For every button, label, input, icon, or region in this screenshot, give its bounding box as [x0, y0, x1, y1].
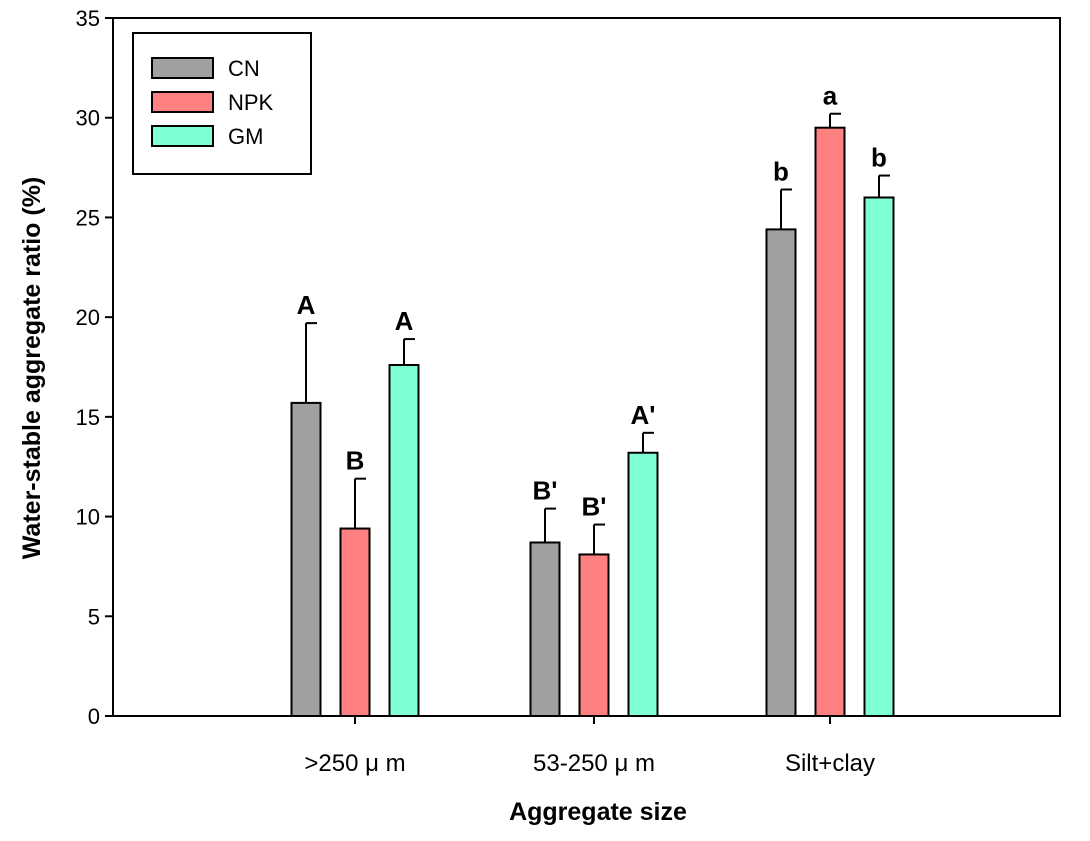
legend-label: NPK: [228, 90, 274, 115]
significance-letter: A: [297, 290, 316, 320]
bars-layer: A B' b B B' a A A' b: [290, 81, 895, 718]
bar: [578, 553, 610, 717]
x-tick-label: 53-250 μ m: [533, 750, 655, 777]
significance-letter: A': [631, 400, 656, 430]
legend-label: GM: [228, 124, 263, 149]
legend-swatch: [151, 91, 214, 113]
significance-letter: b: [871, 143, 887, 173]
y-tick-label: 15: [76, 405, 100, 430]
y-tick-label: 35: [76, 6, 100, 31]
y-axis: 0 5 10 15 20 25 30 35: [76, 6, 113, 729]
bar: [814, 126, 846, 717]
y-tick-label: 10: [76, 505, 100, 530]
significance-letter: B': [582, 492, 607, 522]
y-tick-label: 5: [88, 604, 100, 629]
bar: [388, 364, 420, 717]
bar: [529, 541, 561, 717]
bar: [863, 196, 895, 717]
y-tick-label: 0: [88, 704, 100, 729]
significance-letter: A: [395, 306, 414, 336]
y-tick-label: 20: [76, 305, 100, 330]
legend-swatch: [151, 57, 214, 79]
bar: [290, 401, 322, 717]
significance-letter: B: [346, 446, 365, 476]
legend-swatch: [151, 125, 214, 147]
bar: [765, 228, 797, 717]
x-axis: >250 μ m 53-250 μ m Silt+clay: [304, 716, 875, 777]
legend: CN NPK GM: [132, 32, 312, 175]
legend-label: CN: [228, 56, 260, 81]
y-axis-label: Water-stable aggregate ratio (%): [18, 177, 46, 559]
bar: [627, 451, 659, 717]
x-axis-label: Aggregate size: [509, 798, 687, 826]
significance-letter: b: [773, 157, 789, 187]
x-tick-label: >250 μ m: [304, 750, 405, 777]
bar: [339, 527, 371, 718]
significance-letter: a: [823, 81, 838, 111]
y-tick-label: 25: [76, 205, 100, 230]
significance-letter: B': [533, 476, 558, 506]
y-tick-label: 30: [76, 106, 100, 131]
x-tick-label: Silt+clay: [785, 750, 875, 777]
